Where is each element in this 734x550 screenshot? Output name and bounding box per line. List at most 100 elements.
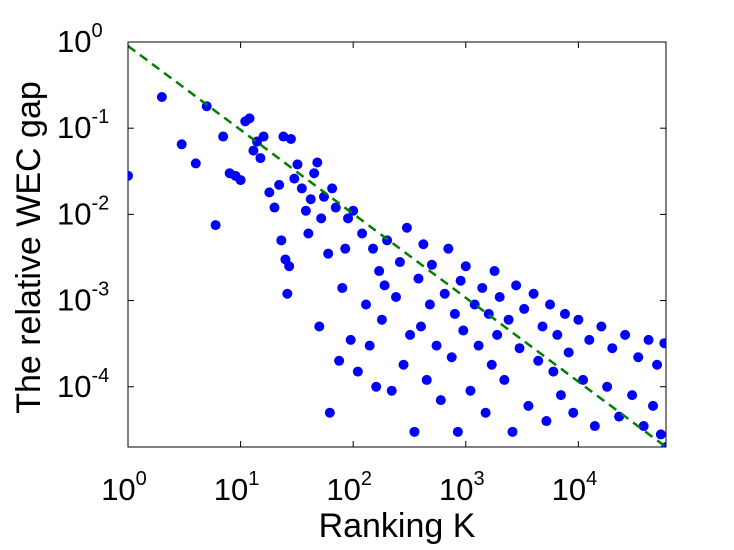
data-point <box>460 261 471 272</box>
data-point <box>210 220 221 231</box>
data-point <box>431 340 442 351</box>
data-point <box>292 159 303 170</box>
data-point <box>563 347 574 358</box>
data-point <box>455 275 466 286</box>
data-point <box>573 314 584 325</box>
data-point <box>652 359 663 370</box>
x-axis-ticks <box>127 42 579 447</box>
data-point <box>323 248 334 259</box>
y-axis-tick-labels: 100 10-1 10-2 10-3 10-4 <box>57 20 109 404</box>
data-point <box>289 173 300 184</box>
data-point <box>276 235 287 246</box>
data-point <box>413 273 424 284</box>
y-tick-label: 10-1 <box>57 106 109 145</box>
data-point <box>607 343 618 354</box>
data-point <box>309 168 320 179</box>
data-point <box>489 266 500 277</box>
data-point <box>371 381 382 392</box>
data-point <box>244 113 255 124</box>
data-point <box>596 321 607 332</box>
data-point <box>418 239 429 250</box>
data-point <box>248 145 259 156</box>
data-point <box>314 321 325 332</box>
data-point <box>523 400 534 411</box>
data-point <box>627 390 638 401</box>
data-point <box>391 292 401 302</box>
data-point <box>519 303 530 314</box>
data-point <box>659 338 666 349</box>
data-point <box>458 325 469 336</box>
data-point <box>449 308 460 319</box>
data-point <box>545 299 556 310</box>
data-point <box>334 355 345 366</box>
plot-frame <box>127 41 667 448</box>
data-point <box>494 292 505 302</box>
data-point <box>421 374 432 385</box>
data-point <box>398 359 409 370</box>
data-point <box>443 243 454 254</box>
data-point <box>352 366 363 377</box>
data-point <box>258 131 269 142</box>
data-point <box>409 426 420 437</box>
data-point <box>357 228 368 239</box>
data-point <box>305 194 316 205</box>
data-point <box>555 390 566 401</box>
data-point <box>473 340 484 351</box>
data-point <box>379 280 390 291</box>
data-point <box>655 429 666 440</box>
data-point <box>435 395 446 406</box>
data-point <box>343 213 354 224</box>
data-point <box>330 202 341 213</box>
reference-line <box>127 44 667 449</box>
data-point <box>368 243 379 254</box>
data-point <box>386 385 397 396</box>
data-point <box>255 153 266 164</box>
data-point <box>424 299 435 310</box>
data-point <box>303 228 314 239</box>
data-point <box>480 407 491 418</box>
data-point <box>439 288 450 299</box>
data-point <box>492 329 503 340</box>
data-point <box>511 280 522 291</box>
data-point <box>503 314 514 325</box>
data-point <box>285 133 296 144</box>
data-point <box>528 288 539 299</box>
data-point <box>465 385 476 396</box>
data-point <box>620 329 631 340</box>
data-point <box>345 334 356 345</box>
data-point <box>312 157 323 168</box>
data-point <box>643 334 654 345</box>
y-axis-ticks <box>128 41 666 388</box>
data-point <box>374 266 385 277</box>
data-point <box>316 213 327 224</box>
x-tick-label: 104 <box>552 468 598 507</box>
data-point <box>156 92 167 103</box>
data-point <box>648 400 659 411</box>
data-point <box>507 426 518 437</box>
data-point <box>128 170 133 181</box>
data-point <box>415 321 426 332</box>
data-point <box>296 183 307 194</box>
y-tick-label: 100 <box>57 20 103 59</box>
data-point <box>405 329 416 340</box>
data-point <box>218 131 229 142</box>
data-point <box>426 259 437 270</box>
data-point <box>638 421 649 432</box>
data-point <box>300 205 311 216</box>
data-point <box>541 416 552 427</box>
x-axis-tick-labels: 100 101 102 103 104 <box>101 468 597 507</box>
data-point <box>327 183 338 194</box>
data-point <box>235 175 246 186</box>
data-point <box>602 381 613 392</box>
data-point <box>486 359 497 370</box>
data-point <box>514 343 525 354</box>
data-point <box>190 158 201 169</box>
data-point <box>376 314 387 325</box>
data-point <box>568 407 579 418</box>
x-axis-label: Ranking K <box>319 507 476 545</box>
x-tick-label: 100 <box>101 468 147 507</box>
x-tick-label: 101 <box>214 468 260 507</box>
data-point <box>364 340 375 351</box>
y-tick-label: 10-2 <box>57 192 109 231</box>
